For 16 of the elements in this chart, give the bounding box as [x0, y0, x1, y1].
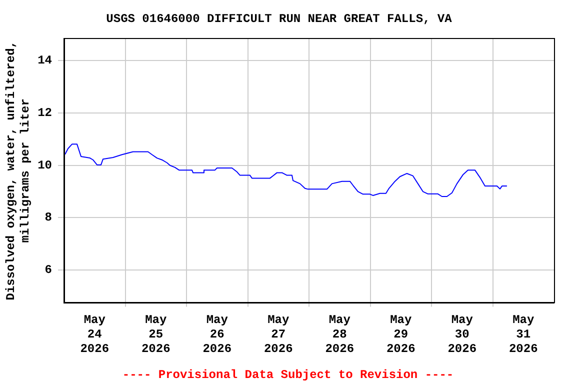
x-tick-label: May 27 2026: [264, 313, 293, 356]
x-tick-label: May 31 2026: [508, 313, 538, 356]
x-tick-label: May 29 2026: [386, 313, 416, 356]
y-tick-label: 12: [38, 106, 52, 120]
y-tick-label: 14: [38, 54, 52, 68]
x-tick-label: May 30 2026: [448, 313, 477, 356]
y-tick-label: 8: [44, 210, 52, 225]
x-tick-label: May 26 2026: [202, 313, 232, 356]
x-tick-label: May 24 2026: [80, 313, 110, 356]
y-tick-label: 10: [38, 158, 52, 172]
y-axis-title: Dissolved oxygen, water, unfiltered, milligrams per liter: [4, 40, 33, 300]
text: ---- Provisional Data Subject to Revision ----: [122, 368, 454, 382]
x-tick-label: May 28 2026: [325, 313, 354, 356]
y-tick-label: 6: [44, 263, 52, 278]
x-tick-label: May 25 2026: [141, 313, 170, 356]
chart-title: USGS 01646000 DIFFICULT RUN NEAR GREAT FALLS, VA: [106, 12, 453, 26]
